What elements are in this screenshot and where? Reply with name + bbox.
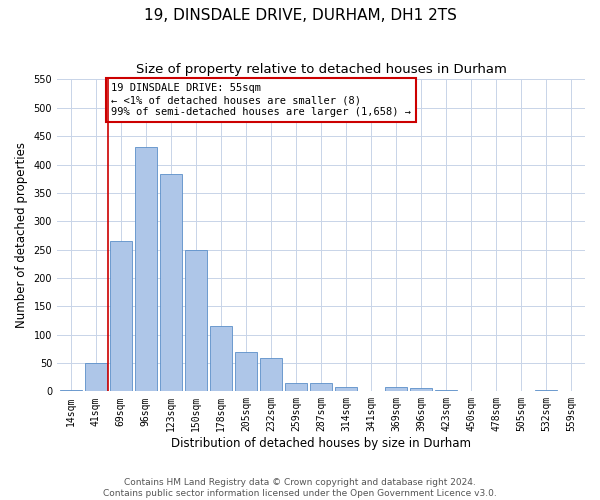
Text: Contains HM Land Registry data © Crown copyright and database right 2024.
Contai: Contains HM Land Registry data © Crown c… bbox=[103, 478, 497, 498]
Bar bbox=[134, 148, 157, 392]
Y-axis label: Number of detached properties: Number of detached properties bbox=[15, 142, 28, 328]
Bar bbox=[335, 387, 358, 392]
Bar bbox=[260, 358, 282, 392]
Bar bbox=[285, 383, 307, 392]
Bar bbox=[110, 241, 132, 392]
Bar bbox=[185, 250, 207, 392]
Title: Size of property relative to detached houses in Durham: Size of property relative to detached ho… bbox=[136, 62, 506, 76]
Bar bbox=[160, 174, 182, 392]
Bar bbox=[535, 390, 557, 392]
Text: 19, DINSDALE DRIVE, DURHAM, DH1 2TS: 19, DINSDALE DRIVE, DURHAM, DH1 2TS bbox=[143, 8, 457, 22]
Bar bbox=[235, 352, 257, 392]
Bar bbox=[209, 326, 232, 392]
Bar bbox=[310, 383, 332, 392]
Bar bbox=[385, 388, 407, 392]
Bar bbox=[435, 390, 457, 392]
Bar bbox=[59, 390, 82, 392]
Bar bbox=[410, 388, 433, 392]
Text: 19 DINSDALE DRIVE: 55sqm
← <1% of detached houses are smaller (8)
99% of semi-de: 19 DINSDALE DRIVE: 55sqm ← <1% of detach… bbox=[111, 84, 411, 116]
Bar bbox=[85, 363, 107, 392]
X-axis label: Distribution of detached houses by size in Durham: Distribution of detached houses by size … bbox=[171, 437, 471, 450]
